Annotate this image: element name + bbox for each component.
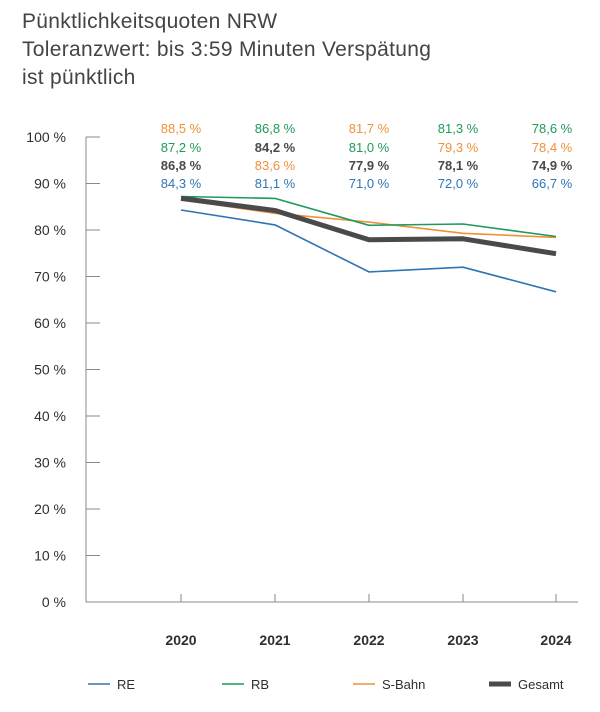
y-tick-label: 0 % <box>42 594 66 610</box>
x-tick-label: 2022 <box>353 632 384 648</box>
y-tick-label: 20 % <box>34 501 66 517</box>
data-label-gesamt: 84,2 % <box>255 140 296 155</box>
y-tick-label: 90 % <box>34 176 66 192</box>
data-label-re: 81,1 % <box>255 176 296 191</box>
x-tick-label: 2023 <box>447 632 478 648</box>
y-tick-label: 100 % <box>26 129 66 145</box>
data-label-gesamt: 77,9 % <box>349 158 390 173</box>
data-label-gesamt: 78,1 % <box>438 158 479 173</box>
y-tick-label: 10 % <box>34 548 66 564</box>
data-label-rb: 81,0 % <box>349 140 390 155</box>
data-label-rb: 87,2 % <box>161 140 202 155</box>
data-label-gesamt: 74,9 % <box>532 158 573 173</box>
data-label-gesamt: 86,8 % <box>161 158 202 173</box>
data-label-rb: 78,6 % <box>532 121 573 136</box>
y-tick-label: 60 % <box>34 315 66 331</box>
title-line-2: Toleranzwert: bis 3:59 Minuten Verspätun… <box>22 38 432 61</box>
data-label-re: 71,0 % <box>349 176 390 191</box>
x-tick-label: 2024 <box>540 632 571 648</box>
legend-label-s-bahn: S-Bahn <box>382 677 425 692</box>
data-label-rb: 86,8 % <box>255 121 296 136</box>
x-tick-label: 2020 <box>165 632 196 648</box>
legend-label-gesamt: Gesamt <box>518 677 564 692</box>
y-tick-label: 70 % <box>34 269 66 285</box>
data-label-re: 84,3 % <box>161 176 202 191</box>
legend-label-re: RE <box>117 677 135 692</box>
title-line-1: Pünktlichkeitsquoten NRW <box>22 10 278 33</box>
y-tick-label: 40 % <box>34 408 66 424</box>
series-line-gesamt <box>180 195 557 257</box>
data-label-s-bahn: 78,4 % <box>532 140 573 155</box>
title-line-3: ist pünktlich <box>22 66 136 89</box>
data-label-s-bahn: 79,3 % <box>438 140 479 155</box>
series-line-re <box>180 209 557 293</box>
data-label-s-bahn: 83,6 % <box>255 158 296 173</box>
series-line-rb <box>180 195 557 238</box>
y-tick-label: 50 % <box>34 362 66 378</box>
legend-label-rb: RB <box>251 677 269 692</box>
data-label-s-bahn: 81,7 % <box>349 121 390 136</box>
data-label-re: 66,7 % <box>532 176 573 191</box>
data-label-re: 72,0 % <box>438 176 479 191</box>
data-label-s-bahn: 88,5 % <box>161 121 202 136</box>
y-tick-label: 80 % <box>34 222 66 238</box>
y-tick-label: 30 % <box>34 455 66 471</box>
chart-title: Pünktlichkeitsquoten NRW Toleranzwert: b… <box>22 8 431 92</box>
data-label-rb: 81,3 % <box>438 121 479 136</box>
x-tick-label: 2021 <box>259 632 290 648</box>
